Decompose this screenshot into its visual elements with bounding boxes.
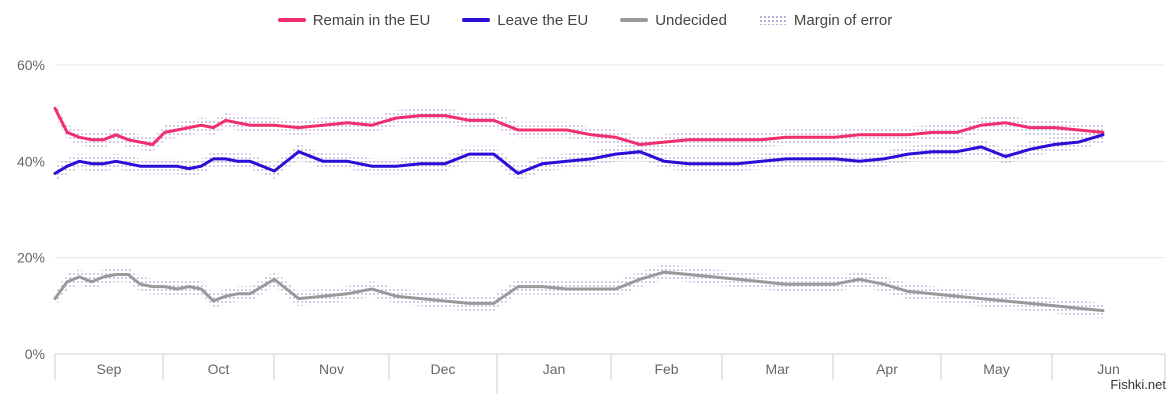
moe-band-0 xyxy=(55,100,1103,153)
moe-band-2 xyxy=(55,264,1103,319)
x-tick-label: Oct xyxy=(208,361,230,377)
legend-label-moe: Margin of error xyxy=(793,11,893,29)
legend-label-remain: Remain in the EU xyxy=(312,11,431,29)
y-tick-label: 60% xyxy=(17,57,45,73)
x-tick-label: Sep xyxy=(97,361,122,377)
x-tick-label: Jan xyxy=(543,361,566,377)
x-tick-label: Nov xyxy=(319,361,344,377)
y-tick-label: 0% xyxy=(25,346,45,362)
series-line-1 xyxy=(53,133,1105,175)
legend-swatch-undecided xyxy=(620,18,649,22)
legend-swatch-moe xyxy=(758,15,787,25)
legend-label-leave: Leave the EU xyxy=(497,11,589,29)
legend-label-undecided: Undecided xyxy=(655,11,727,29)
legend-swatch-remain xyxy=(277,18,306,22)
legend-item-undecided[interactable]: Undecided xyxy=(620,12,727,29)
legend-item-moe[interactable]: Margin of error xyxy=(758,11,893,29)
x-tick-label: Jun xyxy=(1097,361,1120,377)
x-tick-label: Dec xyxy=(431,361,456,377)
moe-band-1 xyxy=(55,127,1103,182)
legend-swatch-leave xyxy=(462,18,491,22)
x-tick-label: Feb xyxy=(654,361,678,377)
legend-item-remain[interactable]: Remain in the EU xyxy=(277,11,431,29)
watermark: Fishki.net xyxy=(1110,377,1166,392)
chart-legend: Remain in the EU Leave the EU Undecided … xyxy=(0,9,1170,31)
x-tick-label: Mar xyxy=(765,361,789,377)
x-tick-label: Apr xyxy=(876,361,898,377)
series-line-0 xyxy=(53,106,1105,146)
legend-item-leave[interactable]: Leave the EU xyxy=(462,12,588,29)
x-tick-label: May xyxy=(983,361,1009,377)
y-tick-label: 40% xyxy=(17,153,45,169)
y-tick-label: 20% xyxy=(17,250,45,266)
series-line-2 xyxy=(53,270,1105,313)
